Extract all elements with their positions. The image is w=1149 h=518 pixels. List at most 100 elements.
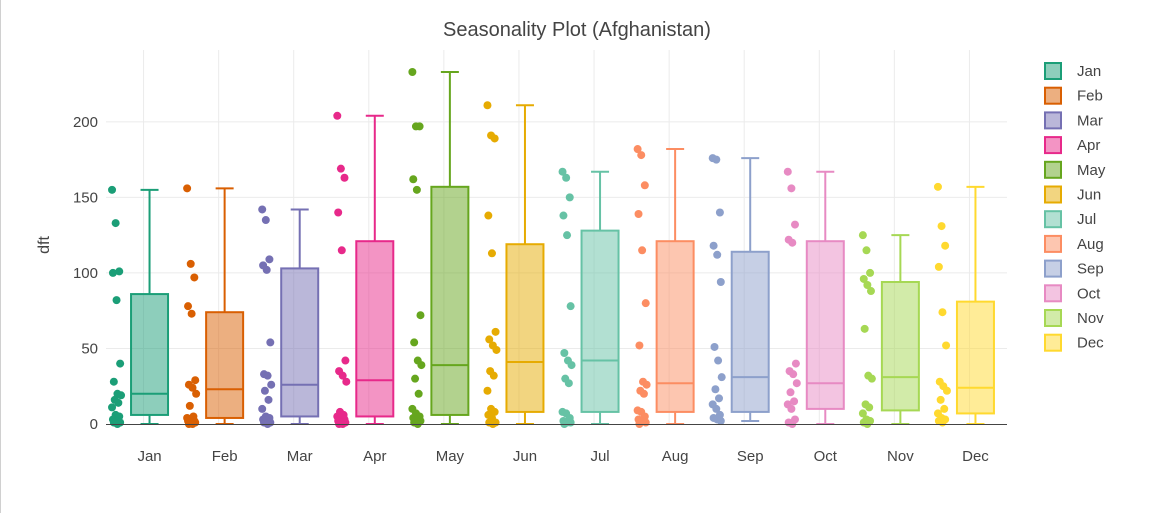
- box-oct: [783, 167, 845, 428]
- data-point: [787, 184, 796, 193]
- legend-item-may[interactable]: May: [1044, 160, 1106, 179]
- data-point: [863, 281, 872, 290]
- legend-label: Feb: [1077, 88, 1103, 105]
- legend-item-jan[interactable]: Jan: [1044, 62, 1101, 80]
- data-point: [567, 361, 576, 370]
- y-axis-title: dft: [36, 236, 53, 254]
- data-point: [709, 241, 718, 250]
- data-point: [108, 268, 117, 277]
- data-point: [334, 208, 343, 217]
- legend-swatch: [1044, 333, 1062, 352]
- data-point: [859, 274, 868, 283]
- data-point: [117, 391, 126, 400]
- y-tick-label: 150: [73, 189, 98, 206]
- data-point: [186, 259, 195, 268]
- data-point: [789, 370, 798, 379]
- data-point: [715, 394, 724, 403]
- data-point: [338, 371, 347, 380]
- legend-item-aug[interactable]: Aug: [1044, 234, 1104, 253]
- legend-label: Mar: [1077, 112, 1103, 129]
- data-point: [942, 341, 951, 350]
- data-point: [564, 379, 573, 388]
- data-point: [866, 287, 875, 296]
- box-dec: [933, 182, 995, 427]
- data-point: [938, 308, 947, 317]
- data-point: [566, 302, 575, 311]
- data-point: [635, 341, 644, 350]
- legend-item-feb[interactable]: Feb: [1044, 86, 1103, 105]
- data-point: [860, 324, 869, 333]
- grid-lines: [106, 50, 1007, 424]
- data-point: [714, 356, 723, 365]
- legend-item-oct[interactable]: Oct: [1044, 284, 1101, 303]
- data-point: [261, 216, 270, 225]
- legend-item-mar[interactable]: Mar: [1044, 111, 1103, 130]
- legend-label: Jun: [1077, 187, 1101, 204]
- data-point: [562, 173, 571, 182]
- data-point: [114, 398, 123, 407]
- data-point: [933, 182, 942, 191]
- legend-item-nov[interactable]: Nov: [1044, 309, 1104, 327]
- data-point: [865, 403, 874, 412]
- data-point: [640, 181, 649, 190]
- data-point: [336, 164, 345, 173]
- data-point: [641, 299, 650, 308]
- box-iqr: [955, 300, 995, 415]
- legend-item-jun[interactable]: Jun: [1044, 185, 1101, 204]
- data-point: [787, 404, 796, 413]
- legend-swatch: [1044, 284, 1062, 303]
- data-point: [408, 68, 417, 76]
- legend-item-apr[interactable]: Apr: [1044, 136, 1100, 155]
- data-point: [111, 219, 120, 228]
- box-mar: [258, 205, 320, 428]
- data-point: [183, 184, 192, 193]
- box-iqr: [805, 240, 845, 410]
- data-point: [633, 145, 642, 154]
- data-point: [711, 385, 720, 394]
- data-point: [485, 335, 494, 344]
- legend-swatch: [1044, 62, 1062, 80]
- data-point: [265, 255, 274, 264]
- data-point: [559, 211, 568, 220]
- data-point: [560, 348, 569, 357]
- x-tick-label: Sep: [737, 448, 764, 465]
- data-point: [415, 122, 424, 131]
- data-point: [790, 397, 799, 406]
- data-point: [340, 173, 349, 182]
- data-point: [188, 383, 197, 392]
- data-point: [637, 151, 646, 160]
- legend-swatch: [1044, 86, 1062, 105]
- legend-item-sep[interactable]: Sep: [1044, 259, 1104, 278]
- legend-label: Oct: [1077, 285, 1101, 302]
- box-iqr: [880, 280, 920, 412]
- box-jan: [108, 185, 170, 428]
- data-point: [858, 231, 867, 240]
- data-point: [191, 376, 200, 385]
- legend-item-jul[interactable]: Jul: [1044, 210, 1096, 229]
- data-point: [858, 409, 867, 418]
- x-tick-label: Feb: [212, 448, 238, 465]
- data-point: [491, 327, 500, 336]
- data-point: [258, 205, 267, 214]
- x-tick-label: May: [436, 448, 465, 465]
- y-tick-label: 0: [90, 416, 98, 433]
- legend-item-dec[interactable]: Dec: [1044, 333, 1104, 352]
- legend-label: Jan: [1077, 63, 1101, 80]
- data-point: [867, 374, 876, 383]
- x-tick-label: Nov: [887, 448, 914, 465]
- data-point: [337, 246, 346, 255]
- y-tick-label: 200: [73, 114, 98, 131]
- data-point: [266, 338, 275, 347]
- legend-label: Aug: [1077, 236, 1104, 253]
- legend-label: May: [1077, 162, 1106, 179]
- legend-label: Apr: [1077, 137, 1100, 154]
- box-iqr: [130, 293, 170, 416]
- x-tick-label: Jun: [513, 448, 537, 465]
- data-point: [258, 404, 267, 413]
- data-point: [411, 374, 420, 383]
- data-point: [716, 277, 725, 286]
- box-iqr: [355, 240, 395, 418]
- data-point: [942, 386, 951, 395]
- data-point: [712, 404, 721, 413]
